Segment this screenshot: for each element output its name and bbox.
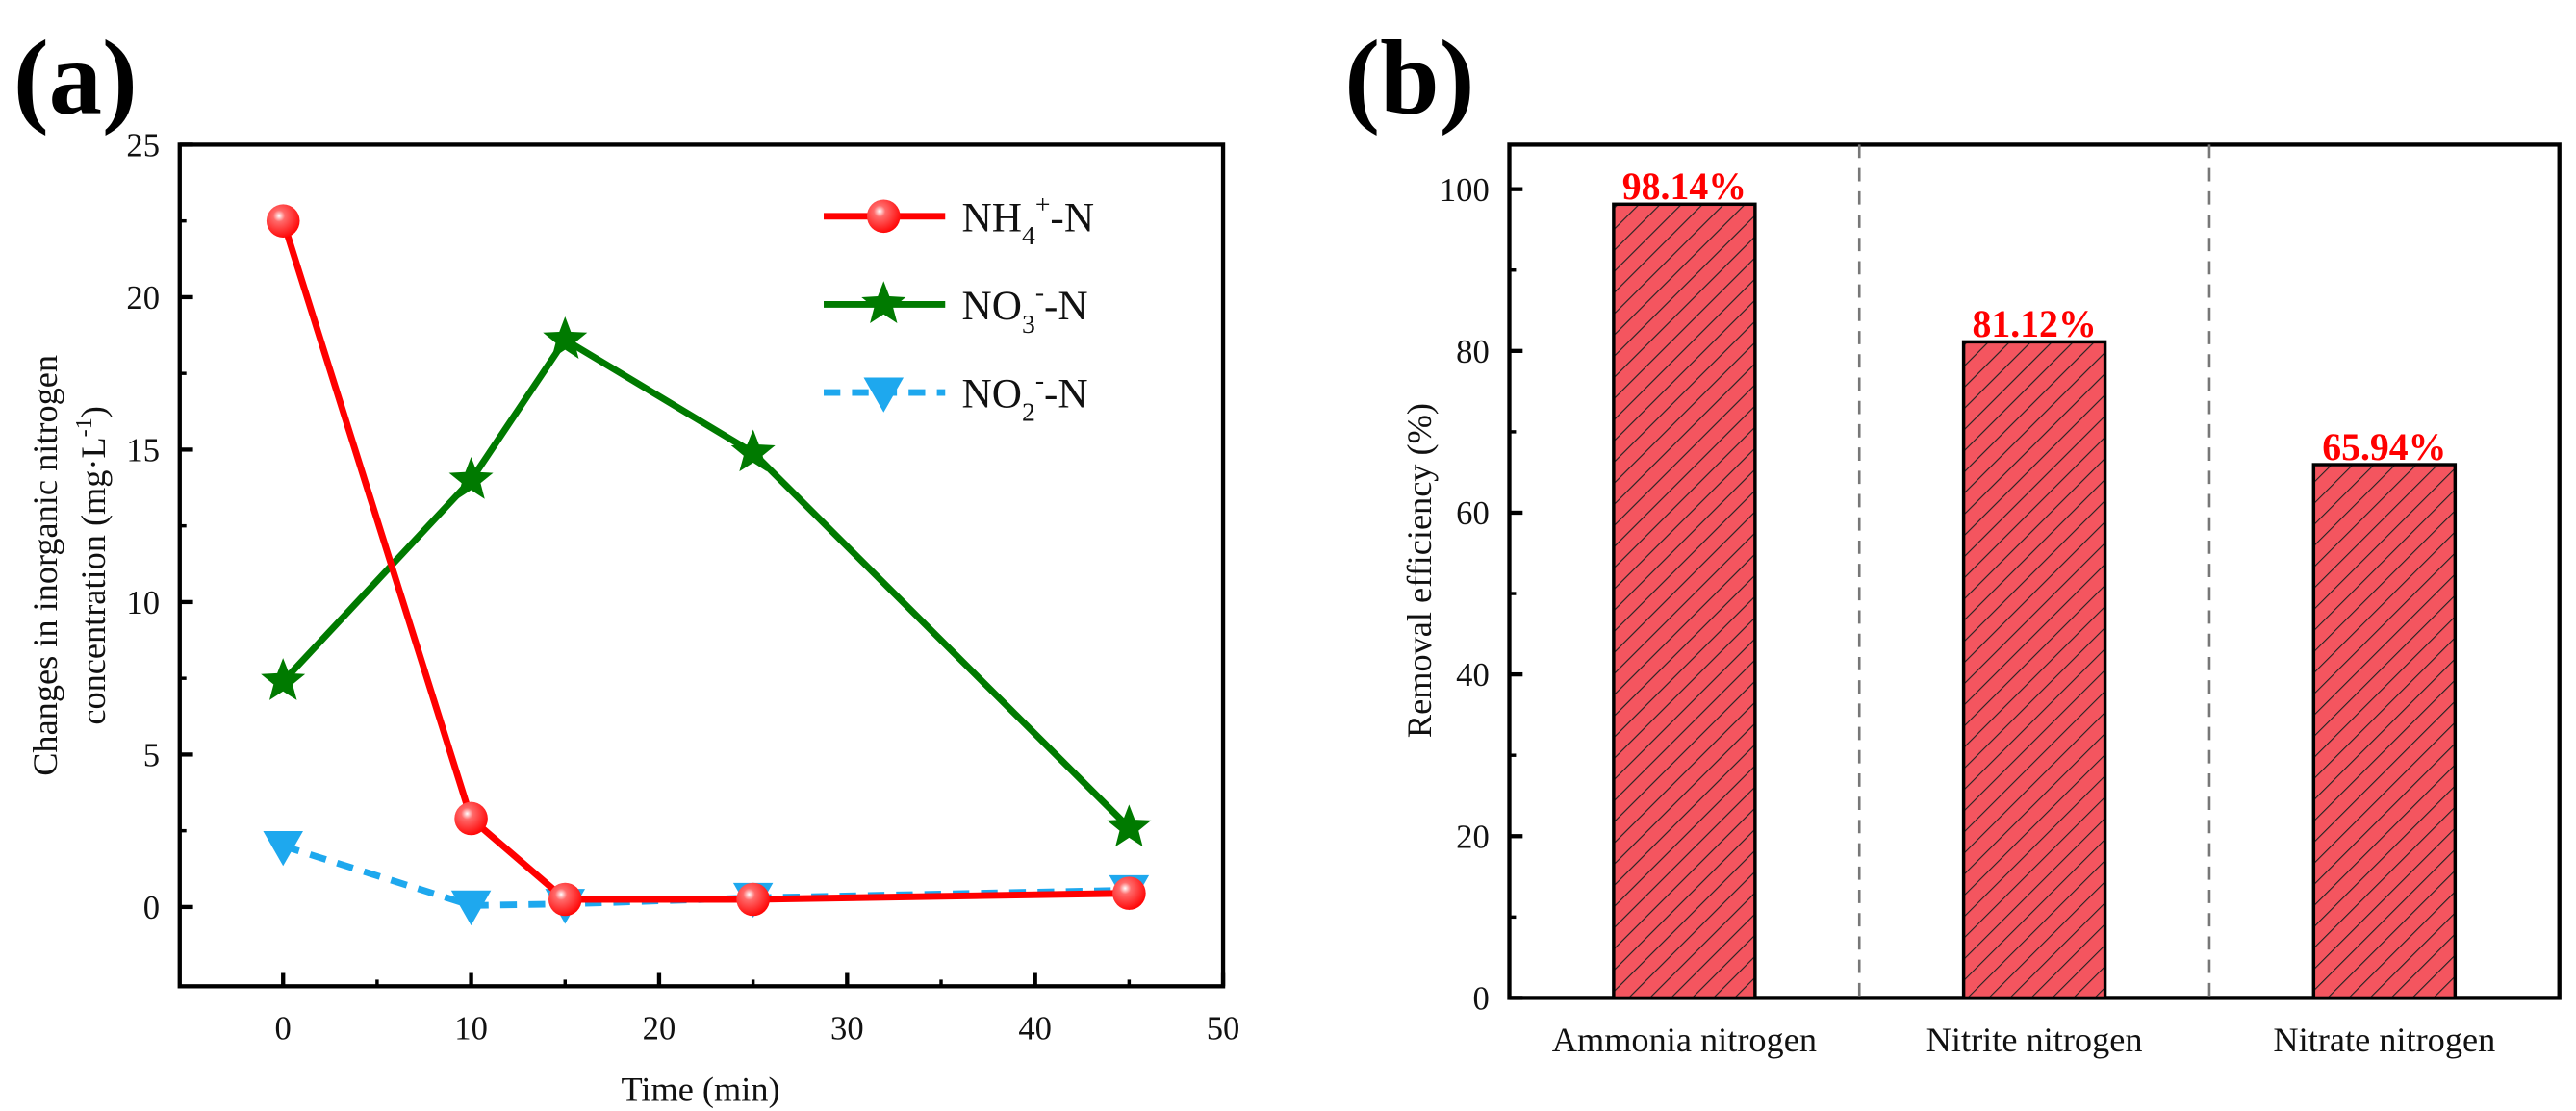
data-point-NH4+-N [454,801,488,836]
x-tick-label: 40 [1018,1011,1052,1048]
data-point-NO3--N [730,429,776,472]
legend-label-sup: - [1035,277,1044,307]
legend-marker [863,377,905,413]
legend-label: NH4+-N [962,189,1094,250]
y-axis-label: Removal efficiency (%) [1400,403,1439,738]
x-category-label: Ammonia nitrogen [1552,1021,1817,1059]
y-tick-label: 20 [126,280,160,316]
bar-nitrate-nitrogen [2311,463,2458,1000]
data-point-NH4+-N [266,204,300,238]
plot-frame [177,142,1226,989]
legend-label: NO3--N [962,277,1088,339]
x-category-label: Nitrate nitrogen [2273,1021,2495,1059]
x-tick-label: 50 [1207,1011,1240,1048]
legend-label-main: NH [962,194,1022,240]
data-point-NO2--N [263,830,303,867]
legend-label-sub: 3 [1022,309,1035,339]
bar-value-label: 81.12% [1972,303,2096,345]
data-point-NH4+-N [1112,876,1146,910]
legend-label-sup: - [1035,366,1044,395]
y-tick-label: 0 [1472,981,1489,1018]
y-tick-label: 100 [1440,172,1490,209]
y-tick-label: 40 [1456,657,1490,694]
y-tick-label: 60 [1456,495,1490,532]
bar-value-label: 65.94% [2322,426,2446,468]
data-point-NH4+-N [736,882,770,917]
legend-label: NO2--N [962,366,1088,427]
legend-label-main: NO [962,283,1022,329]
y-tick-label: 25 [126,128,160,164]
y-tick-label: 10 [126,585,160,621]
bar-value-label: 98.14% [1622,165,1747,208]
legend-marker [861,281,906,323]
legend-label-end: -N [1050,194,1094,240]
legend-label-sup: + [1035,189,1051,218]
data-point-NO3--N [448,456,494,499]
x-tick-label: 20 [643,1011,676,1048]
legend-label-sub: 2 [1022,396,1035,426]
x-tick-label: 0 [275,1011,292,1048]
y-tick-label: 15 [126,433,160,469]
y-tick-label: 0 [143,890,160,926]
data-point-NO3--N [261,658,306,700]
x-tick-label: 10 [454,1011,488,1048]
y-tick-label: 20 [1456,819,1490,855]
panel-label-a: (a) [13,18,138,137]
x-tick-label: 30 [830,1011,864,1048]
bar-ammonia-nitrogen [1612,202,1757,1000]
legend-label-sub: 4 [1022,220,1035,250]
data-point-NO3--N [1107,804,1152,847]
data-point-NH4+-N [548,882,582,917]
y-axis-label-line2: concentration (mg·L-1) [71,406,113,725]
x-category-label: Nitrite nitrogen [1926,1021,2143,1059]
legend-label-end: -N [1044,283,1088,329]
y-axis-label-line1: Changes in inorganic nitrogen [26,355,64,776]
data-point-NO3--N [543,316,588,359]
panel-label-b: (b) [1344,18,1474,137]
bar-nitrite-nitrogen [1961,340,2107,1000]
legend-label-end: -N [1044,371,1088,417]
legend-marker [866,199,901,234]
x-axis-label: Time (min) [622,1071,780,1109]
y-tick-label: 5 [143,738,160,774]
y-tick-label: 80 [1456,334,1490,370]
legend-label-main: NO [962,371,1022,417]
data-point-NO2--N [450,890,492,926]
bar-chart: 0 20 40 60 80 100 98.14% Ammonia nitrogen 81.12%… [1440,142,2562,1059]
